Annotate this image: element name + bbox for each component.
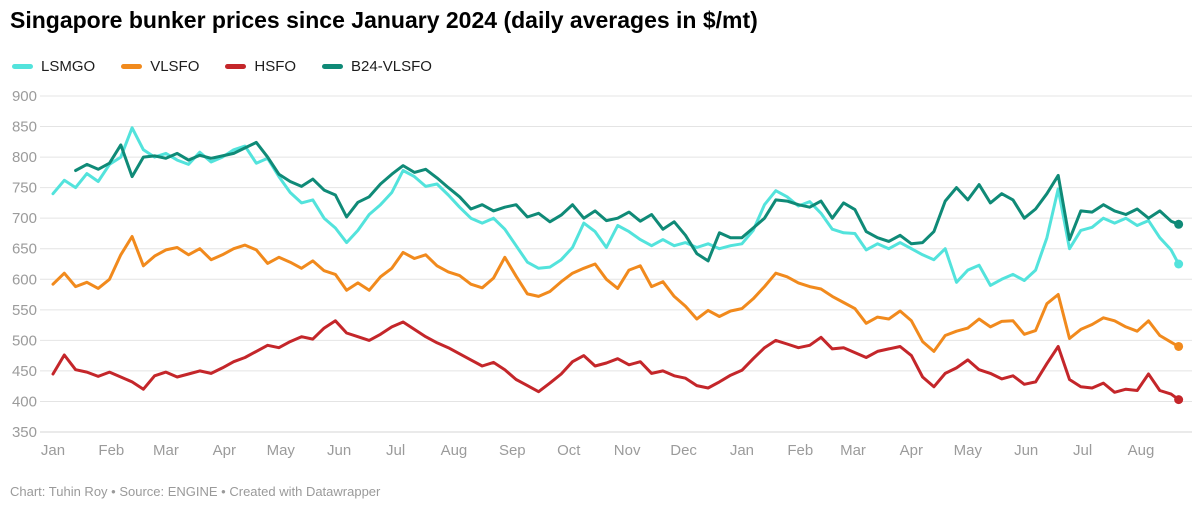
y-tick-label: 400 — [12, 393, 37, 410]
y-tick-label: 800 — [12, 149, 37, 166]
legend-swatch-icon — [225, 64, 247, 69]
legend-swatch-icon — [322, 64, 344, 69]
x-tick-label: May — [954, 442, 983, 459]
x-tick-label: Dec — [670, 442, 697, 459]
y-tick-label: 600 — [12, 271, 37, 288]
chart-credit: Chart: Tuhin Roy • Source: ENGINE • Crea… — [10, 484, 381, 499]
x-tick-label: Oct — [557, 442, 581, 459]
legend-swatch-icon — [12, 64, 33, 69]
legend-label: B24-VLSFO — [351, 58, 432, 75]
x-tick-label: Jan — [41, 442, 65, 459]
x-tick-label: Nov — [614, 442, 641, 459]
page-title: Singapore bunker prices since January 20… — [10, 7, 758, 33]
y-tick-label: 350 — [12, 424, 37, 441]
legend-item-hsfo: HSFO — [225, 58, 296, 75]
series-line-vlsfo — [51, 235, 1181, 353]
series-end-dot-lsmgo — [1174, 259, 1184, 269]
x-tick-label: Jul — [386, 442, 405, 459]
chart-legend: LSMGO VLSFO HSFO B24-VLSFO — [12, 58, 432, 75]
x-tick-label: Aug — [441, 442, 468, 459]
y-tick-label: 650 — [12, 241, 37, 258]
legend-label: VLSFO — [150, 58, 200, 75]
x-tick-label: Apr — [213, 442, 236, 459]
series-end-dot-b24-vlsfo — [1174, 219, 1184, 229]
y-tick-label: 450 — [12, 363, 37, 380]
x-tick-label: Jun — [1014, 442, 1038, 459]
x-tick-label: Jul — [1073, 442, 1092, 459]
y-tick-label: 900 — [12, 88, 37, 105]
series-line-hsfo — [51, 319, 1181, 402]
legend-item-b24-vlsfo: B24-VLSFO — [322, 58, 432, 75]
series-end-dot-hsfo — [1174, 395, 1184, 405]
legend-item-lsmgo: LSMGO — [12, 58, 95, 75]
x-tick-label: May — [267, 442, 296, 459]
y-tick-label: 750 — [12, 180, 37, 197]
y-tick-label: 500 — [12, 332, 37, 349]
x-tick-label: Mar — [840, 442, 866, 459]
x-tick-label: Apr — [900, 442, 923, 459]
x-tick-label: Feb — [787, 442, 813, 459]
x-tick-label: Sep — [499, 442, 526, 459]
y-tick-label: 550 — [12, 302, 37, 319]
legend-label: LSMGO — [41, 58, 96, 75]
x-tick-label: Jan — [730, 442, 754, 459]
x-tick-label: Aug — [1128, 442, 1155, 459]
y-tick-label: 700 — [12, 210, 37, 227]
y-tick-label: 850 — [12, 119, 37, 136]
legend-swatch-icon — [121, 64, 143, 69]
legend-item-vlsfo: VLSFO — [121, 58, 199, 75]
x-tick-label: Mar — [153, 442, 179, 459]
series-end-dot-vlsfo — [1174, 341, 1184, 351]
line-chart: 350 400 450 500 550 600 650 700 750 800 850 900 Jan F… — [12, 88, 1192, 459]
legend-label: HSFO — [254, 58, 297, 75]
series-line-lsmgo — [51, 126, 1181, 287]
x-tick-label: Feb — [98, 442, 124, 459]
series-line-b24-vlsfo — [74, 140, 1181, 263]
x-tick-label: Jun — [327, 442, 351, 459]
